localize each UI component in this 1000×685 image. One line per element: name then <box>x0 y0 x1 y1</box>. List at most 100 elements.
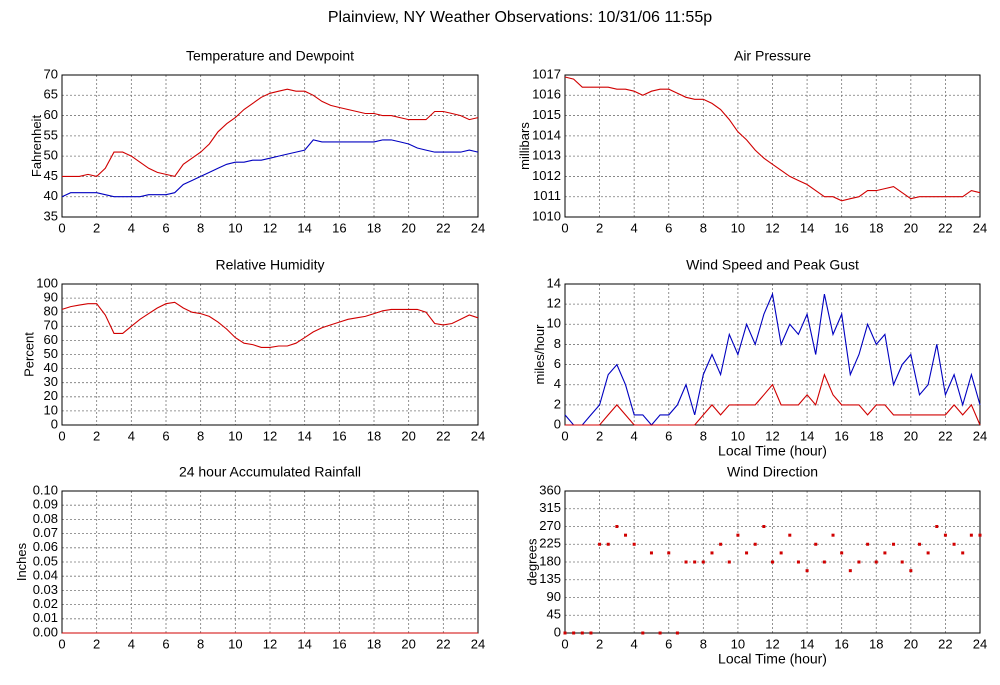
y-tick-label: 0.07 <box>33 525 58 540</box>
y-tick-label: 12 <box>547 296 561 311</box>
x-tick-label: 24 <box>471 636 485 651</box>
y-tick-label: 35 <box>44 208 58 223</box>
y-tick-label: 0 <box>554 416 561 431</box>
x-tick-label: 14 <box>297 636 311 651</box>
x-tick-label: 20 <box>401 428 415 443</box>
y-tick-label: 0.06 <box>33 539 58 554</box>
x-tick-label: 22 <box>938 636 952 651</box>
x-tick-label: 18 <box>869 220 883 235</box>
y-tick-label: 0.02 <box>33 596 58 611</box>
x-tick-label: 24 <box>973 428 987 443</box>
y-tick-label: 20 <box>44 388 58 403</box>
data-point <box>900 560 904 564</box>
x-tick-label: 12 <box>263 220 277 235</box>
x-tick-label: 10 <box>731 428 745 443</box>
data-point <box>952 542 956 546</box>
plot-background <box>565 75 980 217</box>
x-tick-label: 0 <box>561 636 568 651</box>
x-tick-label: 6 <box>665 220 672 235</box>
data-point <box>580 631 584 635</box>
x-tick-label: 12 <box>765 220 779 235</box>
y-tick-label: 1015 <box>532 107 561 122</box>
x-tick-label: 24 <box>471 220 485 235</box>
data-point <box>848 569 852 573</box>
data-point <box>753 542 757 546</box>
y-tick-label: 0.05 <box>33 553 58 568</box>
x-tick-label: 16 <box>332 428 346 443</box>
x-tick-label: 18 <box>869 636 883 651</box>
x-tick-label: 6 <box>162 220 169 235</box>
x-tick-label: 12 <box>263 428 277 443</box>
data-point <box>606 542 610 546</box>
x-tick-label: 4 <box>128 428 135 443</box>
data-point <box>667 551 671 555</box>
x-tick-label: 8 <box>700 220 707 235</box>
y-tick-label: 10 <box>547 316 561 331</box>
data-point <box>675 631 679 635</box>
data-point <box>589 631 593 635</box>
x-tick-label: 14 <box>800 428 814 443</box>
data-point <box>969 533 973 537</box>
y-tick-label: 135 <box>539 571 561 586</box>
data-point <box>762 525 766 528</box>
x-tick-label: 4 <box>631 428 638 443</box>
y-tick-label: 90 <box>547 589 561 604</box>
x-tick-label: 12 <box>765 428 779 443</box>
y-tick-label: 0.10 <box>33 482 58 497</box>
x-tick-label: 14 <box>297 220 311 235</box>
chart-title: Wind Speed and Peak Gust <box>686 257 859 273</box>
x-tick-label: 24 <box>973 220 987 235</box>
x-tick-label: 6 <box>665 428 672 443</box>
x-tick-label: 2 <box>596 220 603 235</box>
x-tick-label: 0 <box>58 636 65 651</box>
x-tick-label: 10 <box>228 428 242 443</box>
data-point <box>866 542 870 546</box>
y-tick-label: 10 <box>44 402 58 417</box>
y-tick-label: 45 <box>44 168 58 183</box>
y-tick-label: 55 <box>44 127 58 142</box>
data-line <box>62 88 479 178</box>
x-tick-label: 24 <box>471 428 485 443</box>
y-tick-label: 0.08 <box>33 511 58 526</box>
chart-title: 24 hour Accumulated Rainfall <box>179 464 361 480</box>
x-tick-label: 6 <box>162 636 169 651</box>
data-point <box>831 533 835 537</box>
x-tick-label: 18 <box>367 220 381 235</box>
data-point <box>805 569 809 573</box>
y-tick-label: 40 <box>44 188 58 203</box>
data-point <box>814 542 818 546</box>
y-tick-label: 0.01 <box>33 610 58 625</box>
y-tick-label: 1011 <box>533 188 561 203</box>
y-tick-label: 1017 <box>532 66 561 81</box>
x-tick-label: 12 <box>263 636 277 651</box>
x-tick-label: 0 <box>561 428 568 443</box>
data-point <box>745 551 749 555</box>
y-tick-label: 50 <box>44 148 58 163</box>
y-tick-label: 8 <box>554 336 561 351</box>
data-point <box>917 542 921 546</box>
chart-title: Air Pressure <box>734 48 811 64</box>
data-point <box>883 551 887 555</box>
chart-title: Wind Direction <box>727 464 818 480</box>
x-tick-label: 8 <box>197 636 204 651</box>
x-tick-label: 2 <box>93 636 100 651</box>
y-tick-label: 1016 <box>532 87 561 102</box>
data-point <box>978 533 982 537</box>
x-tick-label: 2 <box>596 428 603 443</box>
y-axis-label: Percent <box>22 332 37 377</box>
data-point <box>840 551 844 555</box>
data-point <box>624 533 628 537</box>
data-line <box>565 372 981 426</box>
y-axis-label: Inches <box>14 542 29 581</box>
y-tick-label: 30 <box>44 374 58 389</box>
x-tick-label: 16 <box>332 220 346 235</box>
plot-background <box>62 75 478 217</box>
y-tick-label: 100 <box>36 275 58 290</box>
x-tick-label: 8 <box>197 428 204 443</box>
y-tick-label: 90 <box>44 290 58 305</box>
y-tick-label: 0.09 <box>33 497 58 512</box>
x-tick-label: 20 <box>401 636 415 651</box>
y-tick-label: 60 <box>44 332 58 347</box>
x-tick-label: 22 <box>436 428 450 443</box>
